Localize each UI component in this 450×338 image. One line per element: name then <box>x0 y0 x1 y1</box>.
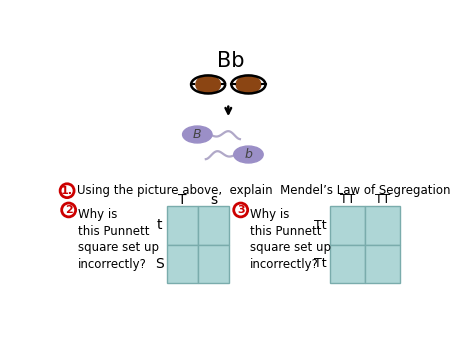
Ellipse shape <box>183 126 212 143</box>
Bar <box>330 206 364 245</box>
Text: TT: TT <box>374 193 390 207</box>
Text: T: T <box>178 193 187 207</box>
Text: Tt: Tt <box>314 257 327 270</box>
Bar <box>167 245 198 283</box>
Bar <box>330 245 364 283</box>
Bar <box>198 206 229 245</box>
Text: Using the picture above,  explain  Mendel’s Law of Segregation.: Using the picture above, explain Mendel’… <box>77 184 450 197</box>
Text: b: b <box>244 148 252 161</box>
Text: Why is
this Punnett
square set up
incorrectly?: Why is this Punnett square set up incorr… <box>250 209 331 271</box>
Text: s: s <box>210 193 217 207</box>
Ellipse shape <box>234 146 263 163</box>
Text: 2: 2 <box>65 205 72 215</box>
Text: 3: 3 <box>237 205 244 215</box>
Text: TT: TT <box>340 193 355 207</box>
Ellipse shape <box>196 75 220 94</box>
Text: S: S <box>155 257 164 271</box>
Bar <box>364 206 400 245</box>
Text: t: t <box>157 218 162 232</box>
Text: B: B <box>193 128 202 141</box>
Text: Bb: Bb <box>217 51 244 71</box>
Bar <box>198 245 229 283</box>
Text: 1.: 1. <box>61 186 73 196</box>
Bar <box>167 206 198 245</box>
Ellipse shape <box>236 75 261 94</box>
Bar <box>364 245 400 283</box>
Text: Tt: Tt <box>314 219 327 232</box>
Text: Why is
this Punnett
square set up
incorrectly?: Why is this Punnett square set up incorr… <box>78 209 159 271</box>
